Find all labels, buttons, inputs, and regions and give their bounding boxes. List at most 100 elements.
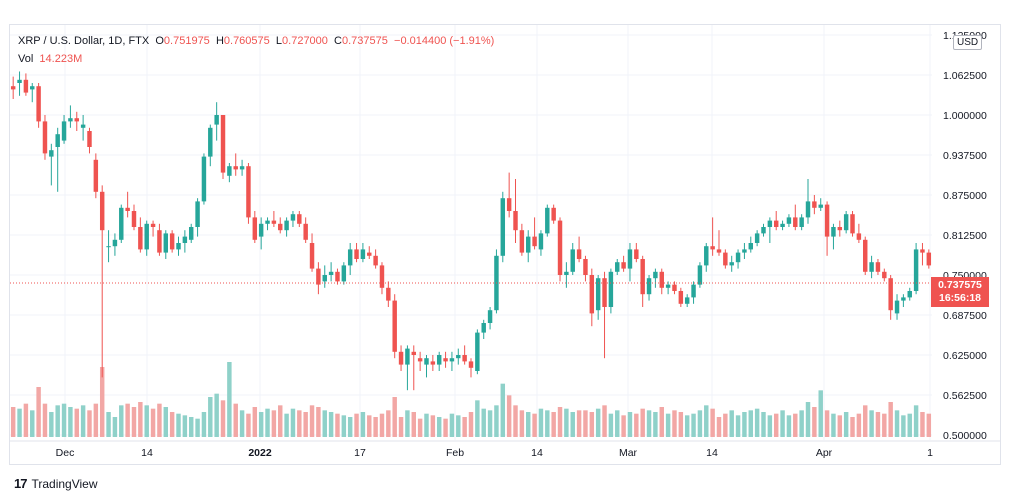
volume-bar xyxy=(767,415,773,437)
candle-body xyxy=(894,300,900,314)
volume-bar xyxy=(786,415,792,437)
candle-body xyxy=(303,223,308,240)
close-label: C xyxy=(334,35,342,47)
volume-bar xyxy=(907,413,912,437)
candle-body xyxy=(417,358,423,362)
volume-bar xyxy=(227,362,232,437)
candle-body xyxy=(106,246,111,248)
volume-bar xyxy=(125,403,130,437)
volume-bar xyxy=(799,410,804,437)
candle-body xyxy=(837,227,843,231)
volume-bar xyxy=(68,407,73,437)
volume-bar xyxy=(646,410,652,437)
volume-bar xyxy=(214,393,219,437)
volume-bar xyxy=(595,408,601,437)
candle-body xyxy=(144,223,149,250)
volume-bar xyxy=(379,413,385,437)
candle-body xyxy=(386,287,391,301)
x-tick-label: Dec xyxy=(56,447,75,459)
volume-bar xyxy=(672,410,677,437)
volume-bar xyxy=(824,410,830,437)
candle-body xyxy=(227,166,232,176)
candle-body xyxy=(545,207,550,234)
x-tick-label: 1 xyxy=(927,447,933,459)
chart-area[interactable] xyxy=(9,24,1001,465)
volume-bar xyxy=(430,415,436,437)
candle-body xyxy=(125,207,130,211)
candle-body xyxy=(888,278,893,311)
volume-bar xyxy=(513,405,518,437)
candle-body xyxy=(163,233,169,253)
volume-bar xyxy=(882,413,887,437)
volume-bar xyxy=(188,417,194,437)
candle-body xyxy=(443,358,448,362)
volume-bar xyxy=(678,412,684,437)
tradingview-brand[interactable]: 17 TradingView xyxy=(14,476,98,491)
candle-body xyxy=(856,233,862,240)
candle-body xyxy=(347,249,353,266)
volume-bar xyxy=(23,403,29,437)
volume-bar xyxy=(863,405,868,437)
volume-bar xyxy=(716,417,722,437)
volume-bar xyxy=(112,417,118,437)
volume-bar xyxy=(812,407,817,437)
candle-body xyxy=(602,278,607,307)
volume-bar xyxy=(335,413,340,437)
candle-body xyxy=(411,351,416,355)
volume-bar xyxy=(17,408,22,437)
volume-bar xyxy=(144,405,149,437)
volume-bar xyxy=(608,413,614,437)
candle-body xyxy=(201,156,207,202)
volume-bar xyxy=(526,412,531,437)
volume-bar xyxy=(913,405,919,437)
volume-bar xyxy=(735,415,741,437)
candle-body xyxy=(704,246,709,266)
volume-bar xyxy=(583,410,588,437)
volume-bar xyxy=(500,383,506,437)
volume-bar xyxy=(239,410,245,437)
candle-body xyxy=(169,233,175,250)
volume-bar xyxy=(780,410,785,437)
candle-body xyxy=(475,332,480,371)
candle-body xyxy=(220,115,226,173)
vol-label[interactable]: Vol xyxy=(18,53,34,65)
candle-body xyxy=(80,124,86,128)
volume-bar xyxy=(729,410,734,437)
volume-bar xyxy=(150,408,156,437)
x-tick-label: 14 xyxy=(141,447,153,459)
y-tick-label: 0.937500 xyxy=(943,150,987,162)
volume-bar xyxy=(805,402,811,437)
volume-bar xyxy=(80,405,86,437)
candle-body xyxy=(309,243,315,269)
candle-body xyxy=(360,249,366,259)
volume-bar xyxy=(49,412,54,437)
volume-bar xyxy=(545,410,550,437)
candle-body xyxy=(754,233,760,243)
candle-body xyxy=(812,201,817,208)
x-tick-label: Apr xyxy=(816,447,833,459)
volume-bar xyxy=(468,412,474,437)
candle-body xyxy=(742,249,747,253)
candle-body xyxy=(188,227,194,240)
candle-body xyxy=(767,220,773,227)
candle-body xyxy=(278,223,283,231)
candle-body xyxy=(634,249,639,259)
volume-bar xyxy=(894,410,900,437)
candle-body xyxy=(328,271,334,275)
ohlc-legend: XRP / U.S. Dollar, 1D, FTX O0.751975 H0.… xyxy=(18,35,494,47)
volume-bar xyxy=(538,408,544,437)
volume-bar xyxy=(258,412,264,437)
volume-bar xyxy=(30,410,35,437)
volume-bar xyxy=(208,397,213,437)
currency-button[interactable]: USD xyxy=(953,35,983,50)
symbol-label[interactable]: XRP / U.S. Dollar, 1D, FTX xyxy=(18,35,150,47)
candle-body xyxy=(793,217,798,227)
candle-body xyxy=(583,259,588,275)
volume-bar xyxy=(570,412,575,437)
volume-bar xyxy=(398,417,404,437)
volume-bar xyxy=(659,407,664,437)
candle-body xyxy=(487,310,493,323)
x-tick-label: Feb xyxy=(446,447,464,459)
volume-bar xyxy=(481,408,486,437)
